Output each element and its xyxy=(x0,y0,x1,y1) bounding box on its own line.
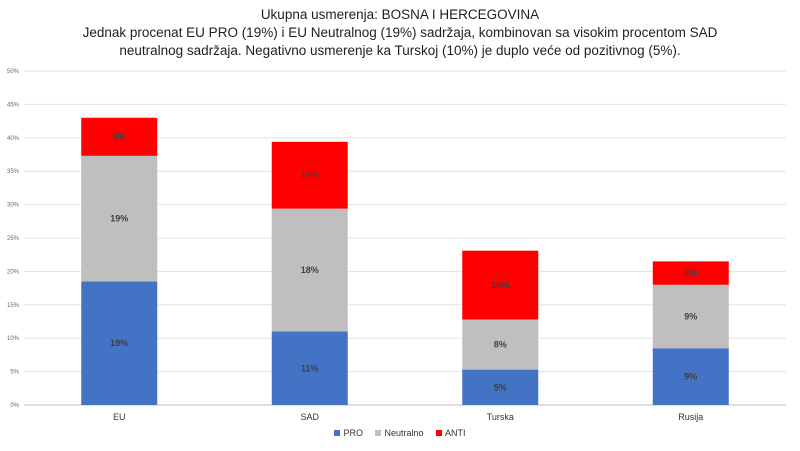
y-tick-label: 5% xyxy=(10,370,19,376)
chart-title-block: Ukupna usmerenja: BOSNA I HERCEGOVINA Je… xyxy=(0,6,800,60)
legend-swatch-pro xyxy=(334,430,341,436)
legend-item-neutralno: Neutralno xyxy=(375,428,424,438)
y-tick-label: 15% xyxy=(7,303,20,309)
legend-item-pro: PRO xyxy=(334,428,363,438)
bar-segment-pro xyxy=(652,348,729,405)
chart-legend: PRO Neutralno ANTI xyxy=(0,428,800,438)
data-label: 5% xyxy=(494,382,507,392)
data-label: 19% xyxy=(110,338,128,348)
chart-title: Ukupna usmerenja: BOSNA I HERCEGOVINA xyxy=(260,7,540,22)
bar-segment-pro xyxy=(81,281,158,405)
data-label: 9% xyxy=(684,311,697,321)
y-tick-label: 20% xyxy=(7,269,20,275)
legend-item-anti: ANTI xyxy=(436,428,466,438)
bar-segment-neutralno xyxy=(81,155,158,282)
legend-label-neutralno: Neutralno xyxy=(384,428,424,438)
y-tick-label: 40% xyxy=(7,136,20,142)
legend-label-anti: ANTI xyxy=(445,428,466,438)
legend-swatch-neutralno xyxy=(375,430,382,436)
bar-segment-neutralno xyxy=(462,319,539,370)
bar-segment-neutralno xyxy=(271,208,348,332)
data-label: 10% xyxy=(491,280,509,290)
bar-segment-anti xyxy=(462,250,539,320)
chart-subtitle-line-1: Jednak procenat EU PRO (19%) i EU Neutra… xyxy=(82,25,718,40)
data-label: 11% xyxy=(301,363,319,373)
y-tick-label: 35% xyxy=(7,169,20,175)
data-label: 19% xyxy=(110,214,128,224)
data-label: 9% xyxy=(684,372,697,382)
data-label: 4% xyxy=(684,268,697,278)
legend-label-pro: PRO xyxy=(343,428,363,438)
chart-subtitle-line-2: neutralnog sadržaja. Negativno usmerenje… xyxy=(119,43,681,58)
y-tick-label: 30% xyxy=(7,203,20,209)
y-tick-label: 45% xyxy=(7,102,20,108)
bar-segment-pro xyxy=(271,331,348,405)
data-label: 8% xyxy=(494,340,507,350)
y-tick-label: 25% xyxy=(7,236,20,242)
x-tick-label: EU xyxy=(113,412,126,422)
y-tick-label: 0% xyxy=(10,403,19,409)
y-tick-label: 50% xyxy=(7,69,20,75)
x-tick-label: SAD xyxy=(300,412,319,422)
bar-segment-anti xyxy=(271,141,348,209)
x-tick-label: Turska xyxy=(487,412,514,422)
legend-swatch-anti xyxy=(436,430,443,436)
data-label: 6% xyxy=(113,132,126,142)
x-tick-label: Rusija xyxy=(678,412,703,422)
bar-segment-neutralno xyxy=(652,284,729,349)
y-tick-label: 10% xyxy=(7,336,20,342)
data-label: 10% xyxy=(301,170,319,180)
bar-segment-anti xyxy=(81,117,158,156)
data-label: 18% xyxy=(301,265,319,275)
bar-segment-pro xyxy=(462,369,539,405)
bar-segment-anti xyxy=(652,261,729,285)
